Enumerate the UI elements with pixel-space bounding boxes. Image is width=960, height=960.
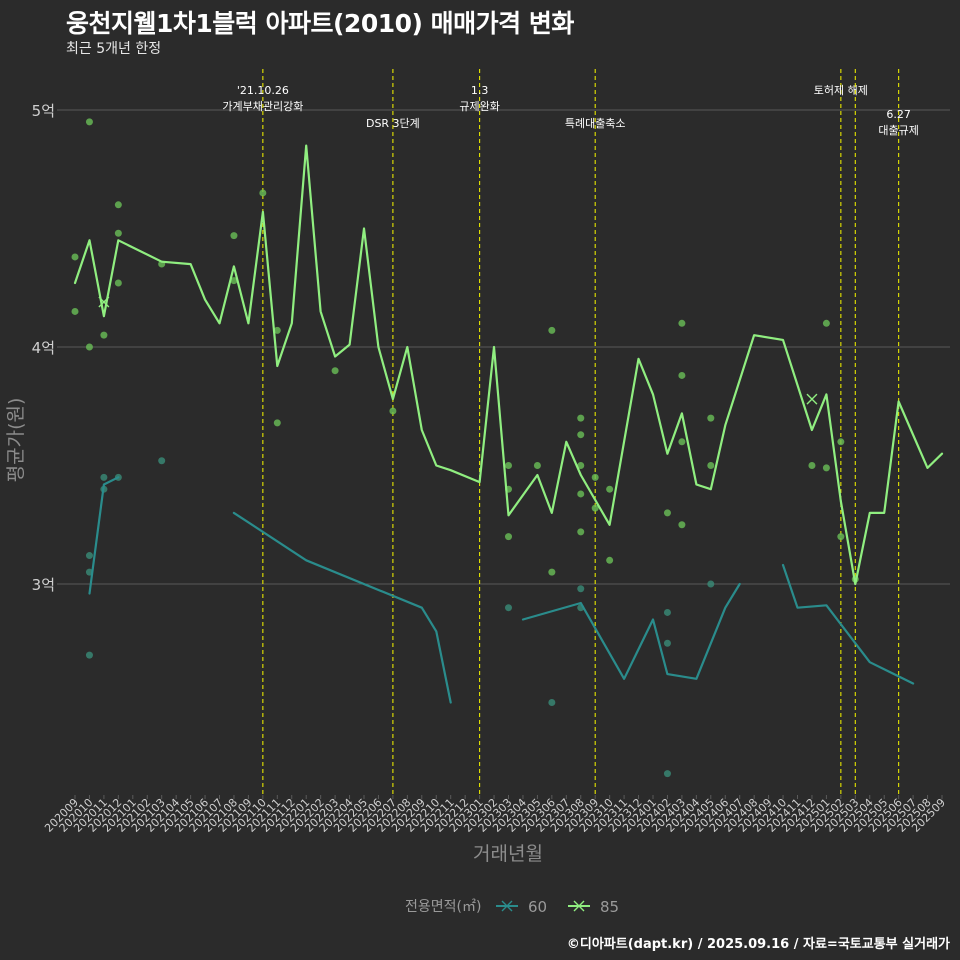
gridlines: 3억 4억 5억 xyxy=(32,102,950,594)
data-point xyxy=(100,331,108,339)
data-point xyxy=(273,326,281,334)
data-point xyxy=(114,279,122,287)
data-point xyxy=(71,307,79,315)
policy-annotation-label: 대출규제 xyxy=(878,124,918,137)
data-point xyxy=(230,277,238,285)
y-tick-label: 3억 xyxy=(32,576,55,594)
data-point xyxy=(548,326,556,334)
data-point xyxy=(85,552,93,560)
data-point xyxy=(85,118,93,126)
policy-annotation-label: DSR 3단계 xyxy=(366,117,420,130)
policy-annotation-label: 규제완화 xyxy=(459,100,499,113)
series-line xyxy=(73,144,944,586)
data-point xyxy=(822,319,830,327)
data-point xyxy=(663,509,671,517)
data-point xyxy=(837,533,845,541)
policy-annotation-label: 6.27 xyxy=(886,108,911,121)
x-axis-title: 거래년월 xyxy=(473,843,543,865)
data-point xyxy=(678,521,686,529)
data-point xyxy=(85,343,93,351)
data-point xyxy=(663,639,671,647)
data-point xyxy=(114,229,122,237)
y-tick-label: 5억 xyxy=(32,102,55,120)
data-point xyxy=(663,608,671,616)
data-point xyxy=(663,770,671,778)
legend-swatch-cross xyxy=(573,900,585,912)
data-point xyxy=(259,189,267,197)
data-point xyxy=(273,419,281,427)
series-60 xyxy=(85,457,915,778)
policy-annotation-label: 가계부채관리강화 xyxy=(222,100,303,113)
series-line xyxy=(88,476,120,595)
data-point xyxy=(678,319,686,327)
data-point xyxy=(100,473,108,481)
data-point xyxy=(577,414,585,422)
policy-annotation-label: 토허제 해제 xyxy=(814,83,868,97)
data-point xyxy=(505,533,512,541)
data-point xyxy=(505,604,512,612)
data-point xyxy=(577,431,585,439)
legend-label: 85 xyxy=(600,898,619,916)
cross-marker xyxy=(98,296,110,308)
policy-annotation-label: 1.3 xyxy=(471,84,489,97)
data-point xyxy=(505,462,512,469)
data-point xyxy=(678,438,686,446)
data-point xyxy=(158,457,166,465)
y-tick-label: 4억 xyxy=(32,339,55,357)
source-caption: ©디아파트(dapt.kr) / 2025.09.16 / 자료=국토교통부 실… xyxy=(566,937,950,952)
data-point xyxy=(606,485,614,493)
y-axis-title: 평균가(원) xyxy=(5,398,27,483)
data-point xyxy=(85,651,93,659)
data-point xyxy=(71,253,79,261)
data-point xyxy=(591,473,599,481)
data-point xyxy=(707,414,715,422)
series-line xyxy=(232,511,452,704)
policy-annotation-label: '21.10.26 xyxy=(237,84,289,97)
x-axis: 2020092020102020112020122021012021022021… xyxy=(42,795,948,835)
legend-title: 전용면적(㎡) xyxy=(405,899,481,915)
data-point xyxy=(577,585,585,593)
legend-swatch-cross xyxy=(501,900,513,912)
policy-annotation-label: 특례대출축소 xyxy=(565,117,626,130)
data-point xyxy=(230,232,238,240)
data-point xyxy=(577,490,585,498)
data-point xyxy=(548,699,556,706)
legend-label: 60 xyxy=(528,898,547,916)
data-point xyxy=(114,201,122,209)
series-line xyxy=(781,563,915,685)
series-85 xyxy=(71,118,944,586)
data-point xyxy=(707,462,715,469)
data-point xyxy=(606,556,614,564)
data-point xyxy=(822,464,830,472)
data-point xyxy=(591,504,599,512)
legend: 전용면적(㎡) 60 85 xyxy=(405,898,619,916)
series-line xyxy=(521,582,741,680)
data-point xyxy=(548,568,556,576)
chart-title: 웅천지웰1차1블럭 아파트(2010) 매매가격 변화 xyxy=(66,9,574,38)
data-point xyxy=(533,462,541,469)
data-point xyxy=(577,462,585,469)
data-point xyxy=(389,407,397,415)
data-point xyxy=(577,528,585,536)
data-point xyxy=(808,462,816,469)
data-point xyxy=(837,438,845,446)
data-point xyxy=(331,367,339,375)
chart-subtitle: 최근 5개년 한정 xyxy=(66,41,162,57)
data-point xyxy=(707,580,715,588)
cross-marker xyxy=(806,393,818,405)
data-point xyxy=(678,371,686,379)
